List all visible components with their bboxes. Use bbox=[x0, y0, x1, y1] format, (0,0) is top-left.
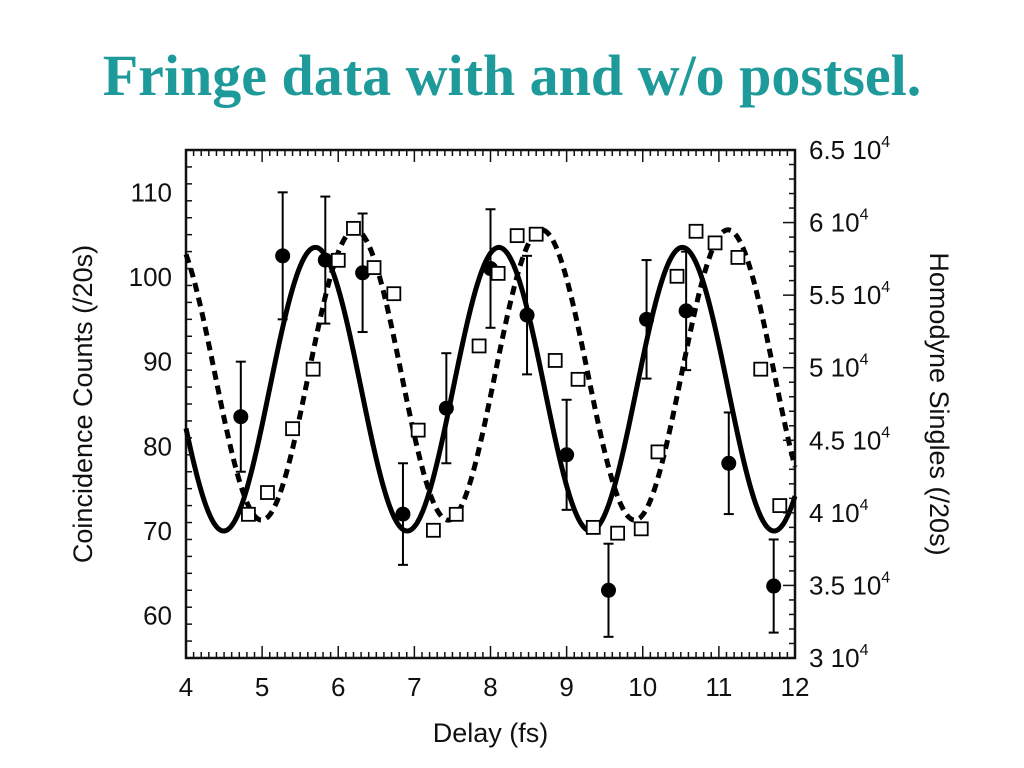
homodyne-point bbox=[285, 421, 300, 437]
x-tick-label: 10 bbox=[628, 672, 657, 702]
tick-layer bbox=[185, 149, 796, 659]
homodyne-point bbox=[585, 519, 601, 535]
homodyne-point bbox=[772, 498, 788, 514]
homodyne-point bbox=[305, 361, 321, 377]
y-right-tick-label: 3.5 104 bbox=[809, 569, 890, 600]
y-left-tick-label: 100 bbox=[129, 262, 172, 292]
x-tick-label: 4 bbox=[179, 672, 193, 702]
homodyne-point bbox=[547, 353, 563, 368]
homodyne-point bbox=[330, 252, 346, 268]
y-left-axis-title: Coincidence Counts (/20s) bbox=[68, 245, 98, 563]
dashed-fit-curve bbox=[183, 227, 798, 523]
homodyne-point bbox=[426, 522, 441, 538]
y-left-tick-label: 70 bbox=[143, 516, 172, 546]
y-right-tick-label: 4.5 104 bbox=[809, 424, 890, 455]
x-tick-label: 5 bbox=[255, 672, 269, 702]
coincidence-point bbox=[559, 447, 575, 463]
coincidence-point bbox=[355, 265, 371, 281]
homodyne-point bbox=[688, 223, 704, 239]
homodyne-point bbox=[528, 226, 544, 242]
homodyne-point bbox=[570, 371, 586, 387]
coincidence-point bbox=[395, 506, 411, 522]
label-layer: 4 5 6 7 8 9 10 11 12 60 70 80 90 100 110 3 104 3.5 104 4 … bbox=[68, 134, 954, 748]
coincidence-point bbox=[233, 409, 249, 425]
homodyne-point bbox=[366, 260, 382, 275]
y-left-tick-label: 60 bbox=[143, 601, 172, 631]
x-tick-label: 7 bbox=[407, 672, 421, 702]
y-left-tick-label: 110 bbox=[131, 177, 172, 207]
homodyne-point bbox=[730, 250, 746, 265]
x-tick-label: 12 bbox=[781, 672, 810, 702]
homodyne-point bbox=[610, 525, 626, 541]
homodyne-point bbox=[260, 485, 275, 500]
homodyne-point bbox=[386, 286, 402, 302]
homodyne-point bbox=[650, 444, 666, 460]
coincidence-point bbox=[639, 311, 655, 327]
homodyne-point bbox=[509, 228, 525, 244]
y-right-tick-label: 5.5 104 bbox=[809, 279, 890, 310]
x-axis-title: Delay (fs) bbox=[433, 718, 549, 748]
homodyne-point bbox=[410, 422, 426, 438]
coincidence-point bbox=[275, 248, 291, 264]
y-right-tick-label: 3 104 bbox=[809, 642, 869, 673]
coincidence-point bbox=[678, 303, 694, 319]
coincidence-point bbox=[721, 455, 737, 471]
coincidence-point bbox=[766, 578, 782, 594]
y-right-tick-label: 6.5 104 bbox=[809, 134, 890, 165]
coincidence-point bbox=[317, 252, 333, 268]
coincidence-point bbox=[519, 307, 535, 323]
y-left-tick-label: 90 bbox=[143, 347, 172, 377]
y-right-tick-label: 4 104 bbox=[809, 497, 869, 528]
homodyne-point bbox=[707, 235, 723, 251]
slide-title: Fringe data with and w/o postsel. bbox=[102, 43, 922, 108]
coincidence-point bbox=[438, 400, 454, 416]
x-tick-label: 6 bbox=[331, 672, 345, 702]
x-tick-label: 8 bbox=[483, 672, 497, 702]
homodyne-point bbox=[448, 506, 464, 522]
x-tick-label: 11 bbox=[705, 672, 732, 702]
homodyne-point bbox=[241, 506, 256, 522]
marker-layer bbox=[233, 191, 788, 638]
homodyne-point bbox=[490, 265, 506, 281]
y-right-tick-label: 5 104 bbox=[809, 352, 869, 383]
homodyne-point bbox=[753, 361, 769, 377]
homodyne-point bbox=[471, 338, 487, 354]
homodyne-point bbox=[633, 521, 649, 537]
homodyne-point bbox=[346, 220, 361, 236]
y-right-axis-title: Homodyne Singles (/20s) bbox=[924, 252, 954, 555]
coincidence-point bbox=[600, 582, 616, 598]
homodyne-point bbox=[669, 268, 685, 284]
y-right-tick-label: 6 104 bbox=[809, 207, 869, 238]
x-tick-label: 9 bbox=[559, 672, 573, 702]
y-left-tick-label: 80 bbox=[143, 431, 172, 461]
